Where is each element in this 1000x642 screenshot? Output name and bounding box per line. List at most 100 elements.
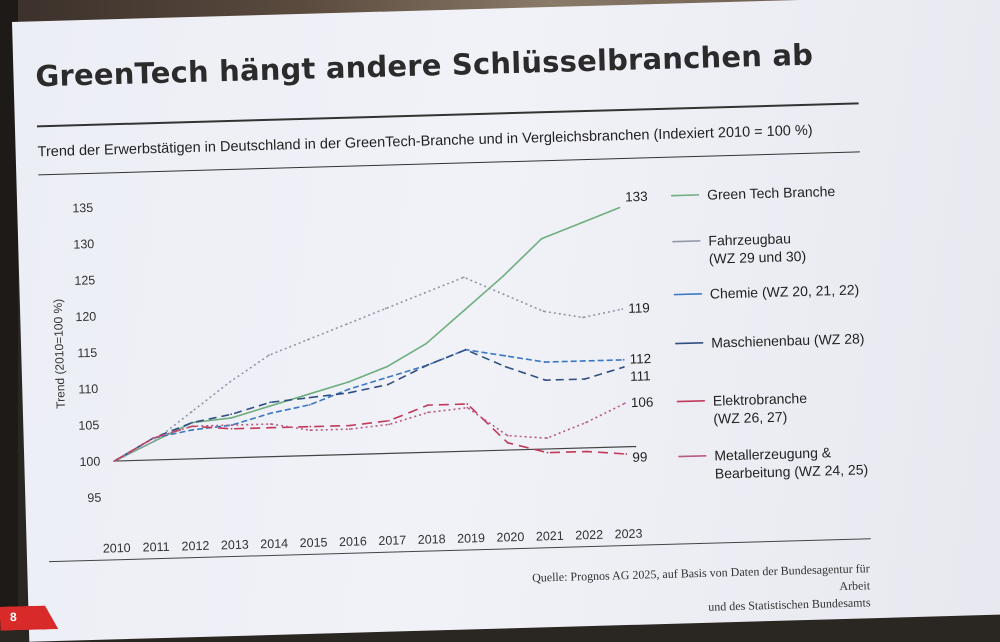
data-point-3 [269, 401, 272, 404]
data-point-4 [427, 404, 429, 407]
legend-label-2: Chemie (WZ 20, 21, 22) [710, 281, 860, 301]
data-point-4 [466, 403, 469, 405]
data-point-3 [425, 364, 428, 367]
data-point-4 [230, 427, 233, 430]
data-point-5 [623, 402, 626, 405]
x-tick-label: 2016 [339, 534, 367, 549]
data-point-1 [502, 293, 505, 296]
data-point-5 [585, 421, 587, 424]
x-tick-label: 2017 [378, 533, 406, 548]
x-tick-label: 2019 [457, 531, 485, 546]
data-point-4 [388, 419, 390, 422]
legend-swatch-3 [675, 342, 704, 345]
data-point-5 [388, 423, 390, 426]
end-value-label: 111 [630, 368, 651, 384]
y-tick-label: 95 [87, 491, 101, 505]
data-point-1 [423, 291, 426, 294]
data-point-1 [307, 338, 309, 341]
x-tick-label: 2012 [181, 539, 209, 554]
page-number: 8 [9, 609, 17, 625]
data-point-4 [270, 426, 272, 429]
data-point-0 [502, 275, 505, 278]
y-tick-label: 115 [77, 346, 97, 361]
data-point-3 [191, 421, 193, 424]
end-value-label: 99 [632, 449, 647, 464]
y-tick-label: 105 [78, 418, 99, 433]
data-point-0 [308, 393, 311, 395]
data-point-1 [190, 410, 193, 413]
data-point-0 [425, 342, 428, 345]
end-value-label: 119 [628, 300, 650, 316]
data-point-5 [466, 406, 469, 409]
data-point-5 [230, 424, 233, 427]
x-tick-label: 2018 [418, 532, 446, 547]
data-point-3 [387, 383, 389, 386]
y-tick-label: 120 [75, 310, 96, 325]
legend-label-1: Fahrzeugbau [708, 230, 791, 248]
data-point-0 [618, 206, 621, 209]
y-tick-label: 100 [79, 454, 100, 469]
source-note: Quelle: Prognos AG 2025, auf Basis von D… [500, 560, 871, 621]
data-point-3 [230, 413, 233, 416]
x-tick-label: 2010 [103, 541, 131, 556]
data-point-0 [463, 308, 466, 311]
data-point-3 [544, 379, 547, 382]
legend-label-0: Green Tech Branche [707, 183, 836, 203]
room-wall [0, 0, 18, 630]
x-tick-label: 2022 [575, 528, 603, 543]
data-point-4 [625, 453, 628, 455]
data-point-3 [308, 396, 311, 399]
data-point-2 [622, 358, 625, 361]
data-point-4 [309, 425, 312, 428]
data-point-1 [621, 308, 624, 310]
x-tick-label: 2023 [614, 527, 642, 542]
data-point-4 [546, 451, 549, 454]
data-point-3 [622, 366, 625, 368]
data-point-5 [348, 428, 351, 431]
x-tick-label: 2021 [536, 529, 564, 544]
data-point-5 [152, 437, 154, 440]
legend-label-5: Metallerzeugung & [714, 444, 832, 463]
data-point-5 [309, 429, 312, 432]
data-point-0 [579, 222, 582, 225]
data-point-0 [269, 405, 272, 407]
y-axis-label: Trend (2010=100 %) [51, 299, 68, 409]
legend-swatch-4 [676, 400, 705, 403]
data-point-2 [544, 361, 546, 363]
data-point-0 [347, 381, 350, 383]
data-point-1 [229, 380, 232, 383]
data-point-0 [230, 417, 233, 419]
data-point-1 [582, 316, 584, 319]
y-tick-label: 135 [72, 201, 93, 216]
data-point-3 [504, 365, 507, 368]
x-tick-label: 2013 [221, 538, 249, 553]
data-point-0 [386, 365, 389, 368]
legend-swatch-5 [678, 454, 707, 458]
data-point-5 [269, 423, 272, 425]
legend-label-4: (WZ 26, 27) [713, 409, 787, 427]
data-point-5 [191, 425, 194, 428]
data-point-1 [152, 440, 155, 443]
legend-label-4: Elektrobranche [713, 390, 808, 409]
legend-label-5: Bearbeitung (WZ 24, 25) [715, 461, 869, 481]
series-line-3 [113, 348, 625, 462]
data-point-1 [384, 307, 387, 310]
series-line-4 [113, 403, 627, 462]
legend-label-3: Maschienenbau (WZ 28) [711, 330, 865, 350]
data-point-5 [506, 434, 509, 437]
series-line-1 [113, 276, 623, 462]
baseline-100 [114, 445, 637, 462]
series-line-2 [113, 348, 624, 462]
data-point-2 [386, 376, 389, 379]
x-tick-label: 2015 [299, 535, 327, 550]
data-point-0 [540, 237, 543, 240]
x-tick-label: 2011 [142, 540, 169, 555]
y-tick-label: 110 [78, 382, 98, 397]
data-point-5 [113, 460, 116, 462]
data-point-1 [542, 310, 545, 313]
x-tick-label: 2020 [496, 530, 524, 545]
legend-swatch-0 [671, 194, 700, 197]
data-point-3 [464, 348, 467, 351]
legend-swatch-1 [672, 240, 701, 243]
data-point-2 [347, 388, 350, 391]
